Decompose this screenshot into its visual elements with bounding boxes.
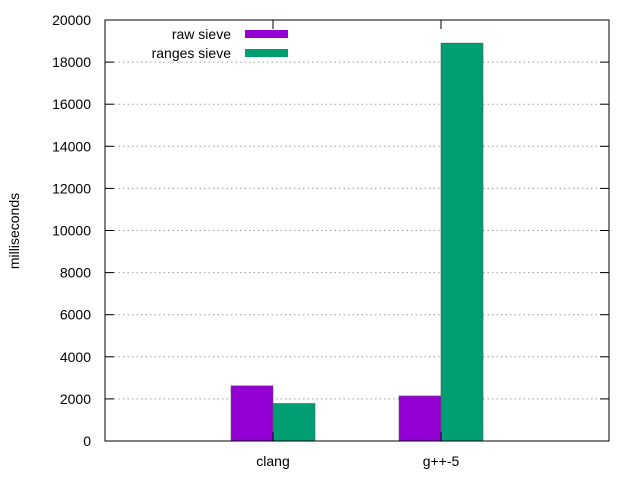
legend-label: ranges sieve	[152, 45, 232, 61]
legend: raw sieve ranges sieve	[152, 26, 288, 61]
x-tick-label: clang	[256, 453, 289, 469]
y-tick-label: 8000	[60, 265, 91, 281]
y-axis-label: milliseconds	[6, 193, 22, 269]
y-tick-label: 14000	[52, 138, 91, 154]
y-tick-label: 6000	[60, 307, 91, 323]
y-tick-label: 12000	[52, 180, 91, 196]
legend-swatch	[245, 49, 288, 57]
legend-swatch	[245, 30, 288, 38]
y-tick-label: 20000	[52, 12, 91, 28]
bar-ranges-sieve-g++-5	[440, 42, 484, 442]
y-tick-label: 2000	[60, 391, 91, 407]
axis-ticks: 0 2000 4000 6000 8000 10000 12000 14000 16000 180…	[52, 12, 609, 469]
y-tick-label: 18000	[52, 54, 91, 70]
bars	[230, 42, 484, 442]
grid-lines	[105, 61, 609, 400]
y-tick-label: 0	[83, 433, 91, 449]
y-tick-label: 10000	[52, 223, 91, 239]
bar-raw-sieve-clang	[230, 385, 274, 442]
y-tick-label: 4000	[60, 349, 91, 365]
y-tick-label: 16000	[52, 96, 91, 112]
bar-ranges-sieve-clang	[272, 403, 316, 442]
bar-raw-sieve-g++-5	[398, 395, 442, 442]
legend-label: raw sieve	[172, 26, 231, 42]
x-tick-label: g++-5	[423, 453, 460, 469]
